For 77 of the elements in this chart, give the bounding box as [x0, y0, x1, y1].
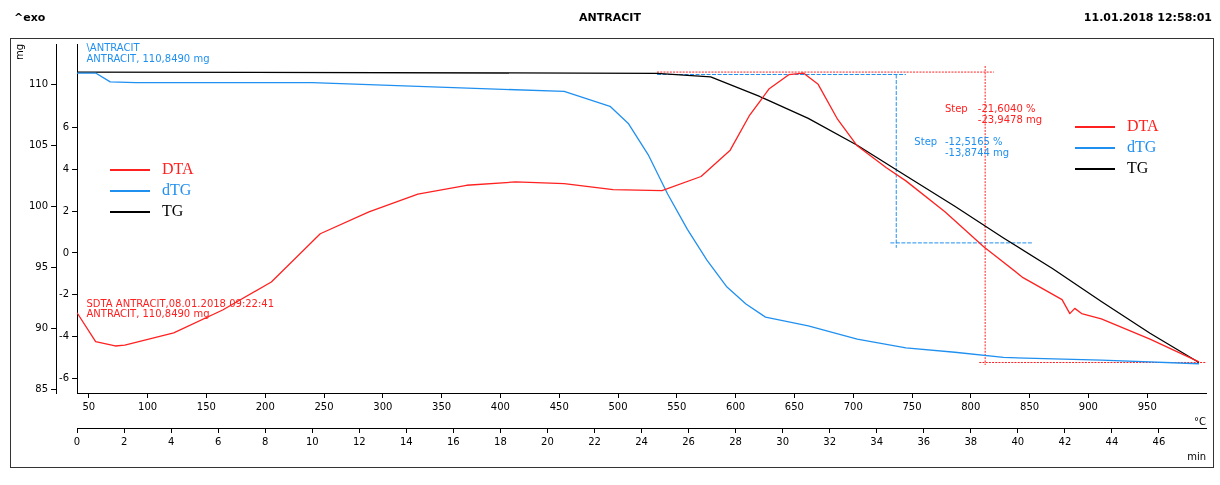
x-tick-label: 26: [682, 435, 695, 447]
y-axis-title: mg: [13, 44, 25, 61]
chart-title: ANTRACIT: [579, 10, 642, 24]
x2-tick-label: 250: [314, 400, 334, 412]
y2-tick-label: 0: [62, 246, 70, 258]
text: dTG: [162, 181, 192, 199]
y-tick-label: 110: [28, 77, 49, 89]
y2-tick-label: -2: [59, 288, 70, 300]
x-axis-title: min: [1187, 450, 1206, 462]
x-tick-label: 20: [541, 435, 554, 447]
annotation: \ANTRACIT: [86, 42, 141, 54]
x2-tick-label: 300: [373, 400, 393, 412]
y-tick-label: 105: [28, 138, 49, 150]
y2-tick-label: 2: [62, 204, 70, 216]
x2-tick-label: 50: [82, 400, 96, 412]
text: ^exo: [14, 10, 46, 24]
x-tick-label: 16: [447, 435, 460, 447]
x-tick-label: 22: [588, 435, 601, 447]
x-tick-label: 38: [964, 435, 978, 447]
y2-tick-label: -4: [59, 330, 70, 342]
y-tick-label: 100: [28, 199, 49, 211]
x2-tick-label: 100: [138, 400, 158, 412]
x-tick-label: 28: [729, 435, 742, 447]
y-tick-label: 85: [35, 382, 49, 394]
x2-tick-label: 700: [843, 400, 863, 412]
y2-tick-label: 4: [62, 162, 70, 174]
legend-label: TG: [1127, 159, 1149, 177]
text: DTA: [162, 160, 194, 178]
x-tick-label: 30: [776, 435, 790, 447]
x2-axis-title: °C: [1194, 415, 1207, 427]
x2-tick-label: 800: [961, 400, 981, 412]
x-tick-label: 40: [1011, 435, 1025, 447]
x2-tick-label: 200: [255, 400, 275, 412]
legend-label: DTA: [1127, 117, 1160, 135]
annotation: -13,8744 mg: [944, 147, 1010, 159]
x-tick-label: 14: [399, 435, 413, 447]
x-tick-label: 36: [917, 435, 931, 447]
x-tick-label: 18: [494, 435, 507, 447]
x-tick-label: 10: [305, 435, 319, 447]
annotation: Step: [944, 103, 968, 115]
x2-tick-label: 150: [196, 400, 216, 412]
annotation: -23,9478 mg: [977, 114, 1043, 126]
annotation: Step: [914, 136, 938, 148]
x-tick-label: 42: [1058, 435, 1072, 447]
x2-tick-label: 650: [784, 400, 804, 412]
x2-tick-label: 400: [490, 400, 510, 412]
x2-tick-label: 600: [726, 400, 746, 412]
x-tick-label: 32: [823, 435, 837, 447]
x-tick-label: 44: [1105, 435, 1119, 447]
x-tick-label: 0: [73, 435, 81, 447]
text: TG: [162, 202, 184, 220]
x-tick-label: 24: [635, 435, 648, 447]
x-tick-label: 8: [262, 435, 269, 447]
y-tick-label: 90: [35, 321, 49, 333]
annotation: ANTRACIT, 110,8490 mg: [86, 308, 210, 320]
x2-tick-label: 900: [1078, 400, 1098, 412]
x2-tick-label: 750: [902, 400, 922, 412]
annotation: -12,5165 %: [944, 136, 1003, 148]
y-tick-label: 95: [35, 260, 49, 272]
annotation: -21,6040 %: [977, 103, 1036, 115]
y2-tick-label: -6: [59, 371, 70, 383]
x2-tick-label: 500: [608, 400, 628, 412]
x2-tick-label: 550: [667, 400, 687, 412]
x-tick-label: 34: [870, 435, 884, 447]
x2-tick-label: 350: [432, 400, 452, 412]
text: 11.01.2018 12:58:01: [1083, 10, 1212, 24]
x-tick-label: 12: [352, 435, 366, 447]
x-tick-label: 46: [1152, 435, 1166, 447]
x2-tick-label: 450: [549, 400, 569, 412]
x-tick-label: 2: [120, 435, 128, 447]
legend-label: dTG: [1127, 138, 1157, 156]
annotation: ANTRACIT, 110,8490 mg: [86, 53, 210, 65]
x-tick-label: 6: [214, 435, 222, 447]
x2-tick-label: 850: [1020, 400, 1040, 412]
x2-tick-label: 950: [1137, 400, 1157, 412]
x-tick-label: 4: [167, 435, 175, 447]
y2-tick-label: 6: [62, 121, 70, 133]
